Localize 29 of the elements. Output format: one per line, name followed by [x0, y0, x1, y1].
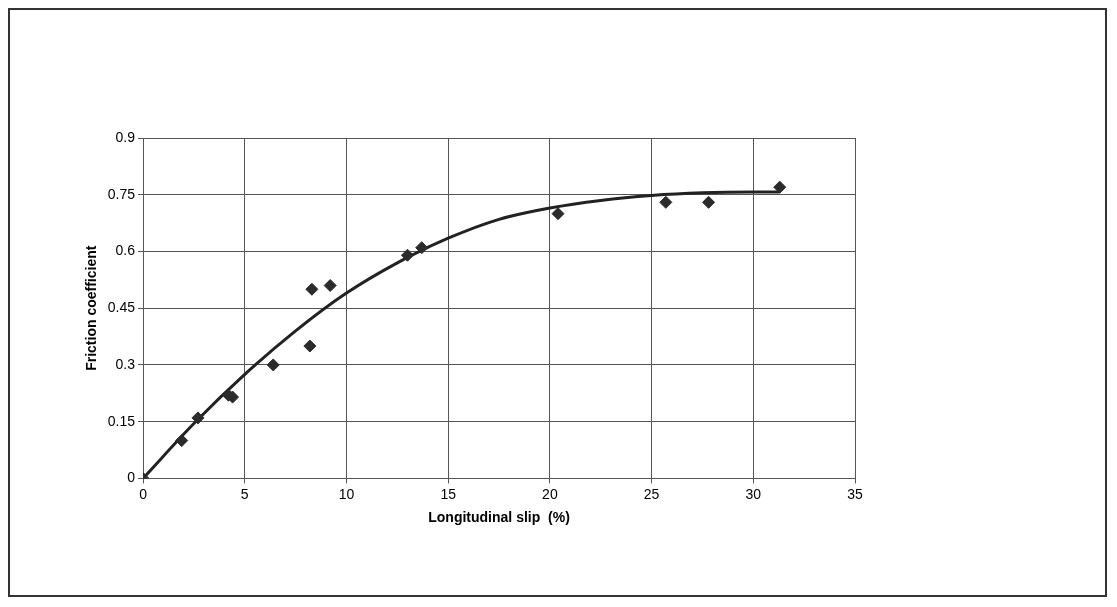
- point: [702, 195, 716, 209]
- y-tick-label: 0.15: [107, 412, 136, 429]
- x-tick-label: 30: [745, 485, 762, 502]
- x-axis-title: Longitudinal slip (%): [428, 509, 570, 526]
- point: [175, 434, 189, 448]
- point: [551, 207, 565, 221]
- point: [303, 339, 317, 353]
- point: [400, 248, 414, 262]
- x-tick-label: 5: [240, 485, 249, 502]
- y-tick-label: 0.6: [115, 242, 136, 259]
- y-tick-label: 0: [127, 469, 136, 486]
- x-tick-label: 20: [542, 485, 558, 502]
- x-tick-label: 10: [338, 485, 355, 502]
- point: [305, 282, 319, 296]
- y-axis-title: Friction coefficient: [83, 245, 100, 371]
- y-tick-label: 0.9: [115, 128, 136, 145]
- point: [415, 241, 429, 255]
- x-tick-label: 25: [643, 485, 660, 502]
- y-tick-label: 0.75: [107, 185, 136, 202]
- point: [773, 180, 787, 194]
- y-tick-label: 0.3: [115, 355, 136, 372]
- point: [191, 411, 205, 425]
- point: [659, 195, 673, 209]
- point: [266, 358, 280, 372]
- x-tick-label: 0: [139, 485, 148, 502]
- y-tick-label: 0.45: [107, 299, 136, 316]
- x-tick-label: 35: [847, 485, 863, 502]
- point: [323, 279, 337, 293]
- x-tick-label: 15: [440, 485, 457, 502]
